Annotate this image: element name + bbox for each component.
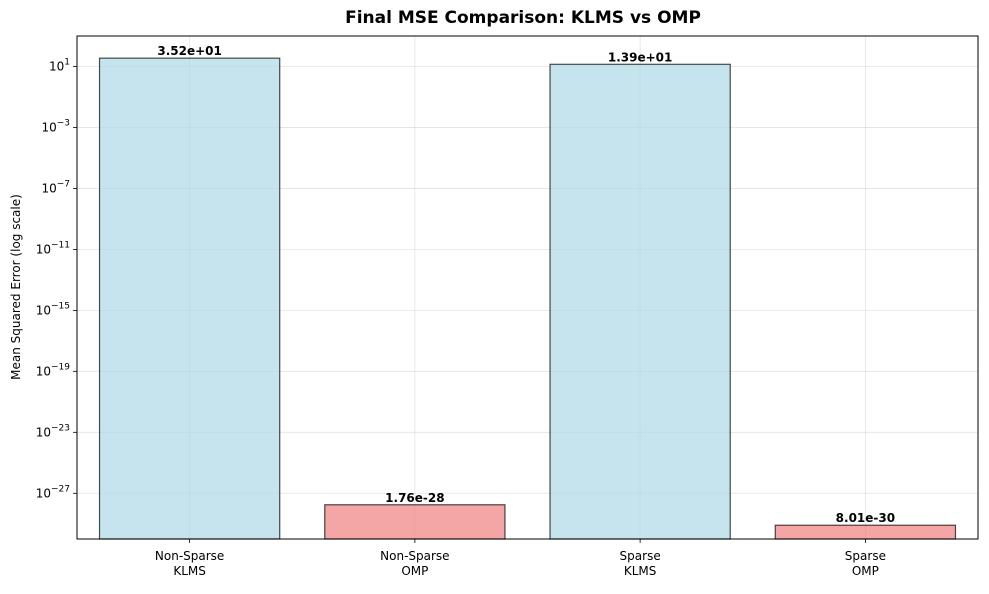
y-tick-label: 10−3	[41, 118, 70, 134]
x-tick-label: Sparse	[620, 549, 661, 563]
y-tick-exponent: 1	[64, 57, 70, 67]
x-tick-label: Non-Sparse	[155, 549, 224, 563]
y-tick-label: 10−19	[36, 362, 71, 378]
bar-value-label: 1.39e+01	[608, 50, 673, 64]
y-tick-label: 10−7	[41, 179, 70, 195]
y-tick-exponent: −11	[51, 240, 70, 250]
y-tick-label: 10−15	[36, 301, 70, 317]
x-tick-label: KLMS	[624, 564, 657, 578]
y-tick-label: 10−11	[36, 240, 70, 256]
x-tick-label: OMP	[401, 564, 428, 578]
y-tick-exponent: −19	[51, 362, 70, 372]
bar-value-label: 3.52e+01	[157, 44, 222, 58]
x-tick-label: KLMS	[173, 564, 206, 578]
y-tick-base: 10	[36, 364, 51, 378]
y-tick-base: 10	[36, 303, 51, 317]
x-tick-label: Sparse	[845, 549, 886, 563]
y-tick-exponent: −3	[57, 118, 70, 128]
y-tick-base: 10	[41, 120, 56, 134]
y-tick-exponent: −27	[51, 484, 70, 494]
y-tick-base: 10	[36, 242, 51, 256]
x-tick-label: OMP	[852, 564, 879, 578]
y-tick-label: 101	[49, 57, 70, 73]
y-tick-base: 10	[41, 181, 56, 195]
y-tick-base: 10	[36, 425, 51, 439]
bar-value-label: 1.76e-28	[385, 491, 444, 505]
axis-layer: 10110−310−710−1110−1510−1910−2310−27Non-…	[36, 35, 979, 578]
bar	[98, 57, 281, 540]
chart-title: Final MSE Comparison: KLMS vs OMP	[345, 8, 701, 28]
y-tick-base: 10	[36, 486, 51, 500]
x-tick-label: Non-Sparse	[380, 549, 449, 563]
y-tick-label: 10−27	[36, 484, 70, 500]
bar-layer: 3.52e+01 1.76e-28 1.39e+01 8.01e-30	[98, 44, 957, 540]
bar	[774, 524, 957, 540]
y-tick-base: 10	[49, 59, 64, 73]
y-tick-exponent: −7	[57, 179, 70, 189]
y-tick-exponent: −23	[51, 423, 70, 433]
plot-frame	[76, 35, 979, 540]
y-axis-label: Mean Squared Error (log scale)	[9, 194, 23, 380]
y-tick-exponent: −15	[51, 301, 70, 311]
bar-value-label: 8.01e-30	[836, 511, 895, 525]
bar	[549, 63, 731, 540]
y-tick-label: 10−23	[36, 423, 70, 439]
bar	[324, 504, 506, 540]
